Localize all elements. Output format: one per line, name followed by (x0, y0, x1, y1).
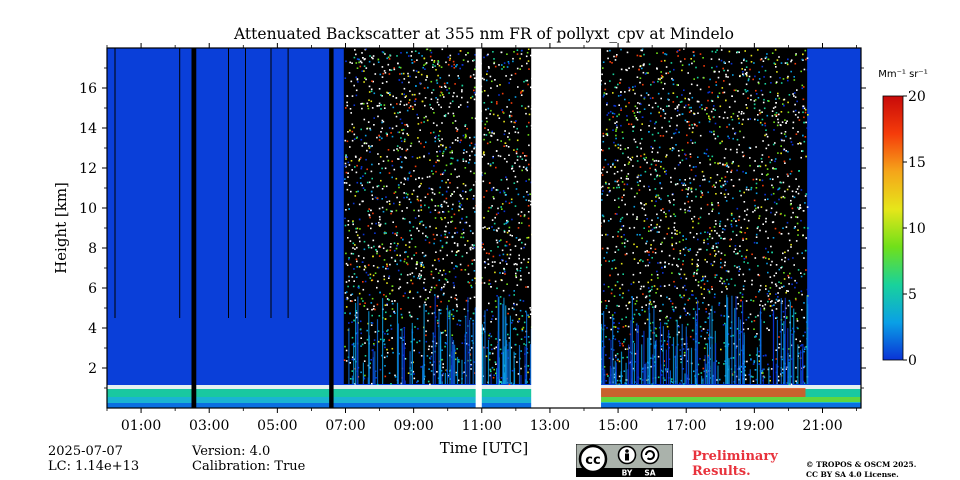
footer-date-block: 2025-07-07 LC: 1.14e+13 (48, 444, 139, 474)
preliminary-results-note: Preliminary Results. (692, 449, 778, 479)
by-text: BY (622, 469, 633, 478)
colorbar-tick-label: 20 (908, 89, 926, 105)
colorbar-tick-label: 10 (908, 221, 926, 237)
boundary-layer-band (107, 385, 861, 408)
thin-gap-lines (114, 48, 289, 318)
y-tick-label: 4 (88, 321, 97, 337)
footer-version-block: Version: 4.0 Calibration: True (192, 444, 305, 474)
y-tick-label: 6 (88, 281, 97, 297)
evening-aerosol-layer (601, 388, 806, 397)
x-tick-label: 13:00 (530, 418, 570, 434)
colorbar-label: Mm⁻¹ sr⁻¹ (878, 69, 927, 80)
copyright-line-1: © TROPOS & OSCM 2025. (806, 460, 917, 469)
x-tick-label: 07:00 (325, 418, 365, 434)
x-tick-label: 09:00 (393, 418, 433, 434)
sa-text: SA (644, 469, 655, 478)
y-axis-label: Height [km] (52, 182, 70, 274)
copyright-note: © TROPOS & OSCM 2025. CC BY SA 4.0 Licen… (806, 460, 916, 480)
cc-by-sa-license-icon: cc BY SA (576, 444, 673, 477)
x-tick-label: 03:00 (189, 418, 229, 434)
x-axis: 01:00 03:00 05:00 07:00 09:00 11:00 13:00 15:00… (106, 43, 857, 434)
colorbar-tick-label: 0 (908, 353, 917, 369)
chart-title: Attenuated Backscatter at 355 nm FR of p… (234, 25, 734, 43)
x-tick-label: 21:00 (802, 418, 842, 434)
x-tick-label: 01:00 (121, 418, 161, 434)
y-tick-label: 14 (79, 121, 97, 137)
colorbar (882, 95, 904, 361)
x-tick-label: 15:00 (598, 418, 638, 434)
colorbar-ticks: 0 5 10 15 20 (903, 89, 926, 369)
x-tick-label: 11:00 (462, 418, 502, 434)
preliminary-line-1: Preliminary (692, 449, 778, 464)
gap-bars (191, 48, 334, 408)
cc-icon-text: cc (585, 453, 600, 468)
y-tick-label: 12 (79, 161, 97, 177)
y-tick-label: 8 (88, 241, 97, 257)
y-tick-label: 2 (88, 361, 97, 377)
x-tick-label: 05:00 (257, 418, 297, 434)
x-axis-label: Time [UTC] (440, 439, 529, 457)
x-tick-label: 17:00 (666, 418, 706, 434)
preliminary-line-2: Results. (692, 464, 751, 479)
calibration-text: Calibration: True (192, 459, 306, 474)
y-tick-label: 16 (79, 81, 97, 97)
no-data-periods (475, 48, 602, 408)
date-text: 2025-07-07 (48, 444, 123, 459)
y-axis: 2 4 6 8 10 12 14 16 (79, 67, 866, 389)
heatmap-layer (107, 48, 861, 408)
lidar-constant-text: LC: 1.14e+13 (48, 459, 140, 474)
y-tick-label: 10 (79, 201, 97, 217)
colorbar-tick-label: 15 (908, 155, 926, 171)
x-tick-label: 19:00 (734, 418, 774, 434)
copyright-line-2: CC BY SA 4.0 License. (806, 470, 899, 479)
version-text: Version: 4.0 (192, 444, 271, 459)
colorbar-tick-label: 5 (908, 287, 917, 303)
